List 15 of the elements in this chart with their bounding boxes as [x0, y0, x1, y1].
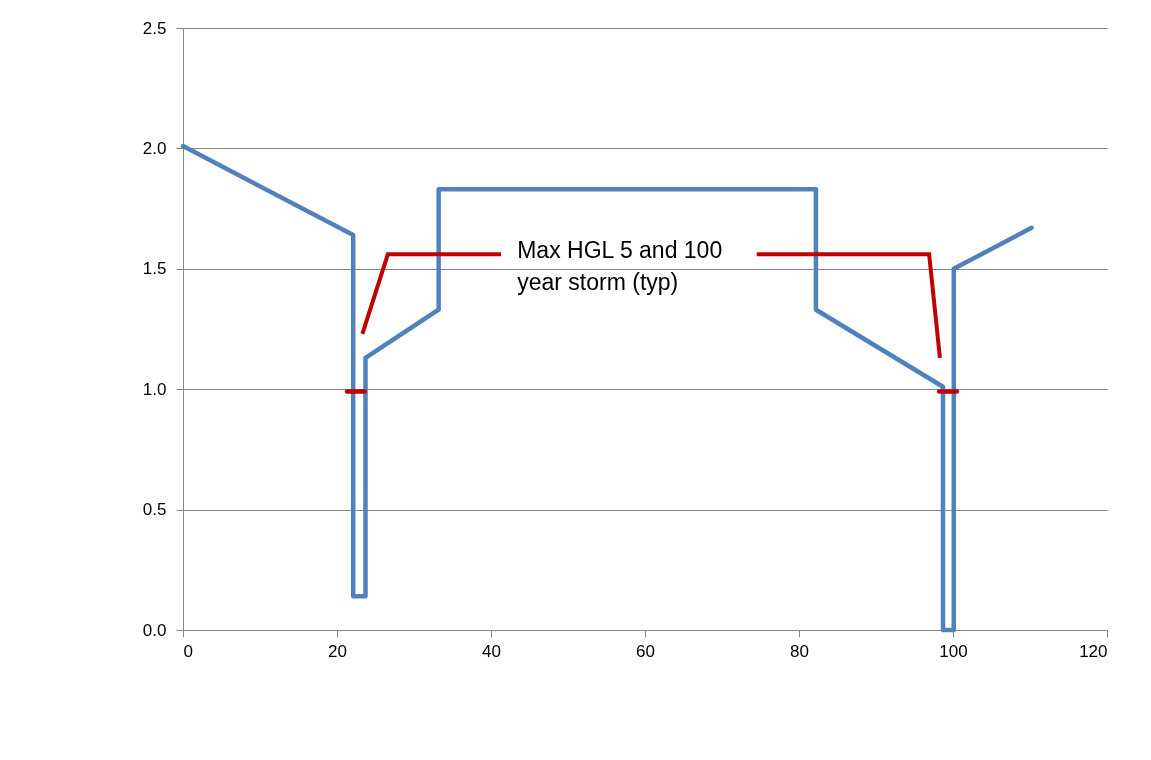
y-tick-label: 1.5	[142, 259, 167, 279]
x-tick-label: 100	[939, 641, 968, 661]
x-tick-label: 20	[328, 641, 347, 661]
y-tick-label: 0.0	[142, 620, 167, 640]
y-tick-label: 1.0	[142, 379, 167, 399]
x-tick-label: 0	[183, 641, 193, 661]
line-series	[180, 143, 1034, 633]
y-tick-label: 2.0	[142, 138, 167, 158]
x-tick-label: 80	[790, 641, 809, 661]
annotation: Max HGL 5 and 100 year storm (typ)	[517, 237, 723, 296]
x-tick-label: 40	[482, 641, 501, 661]
y-tick-label: 2.5	[142, 18, 167, 38]
x-tick-label: 120	[1079, 641, 1108, 661]
x-tick-label: 60	[636, 641, 655, 661]
y-tick-label: 0.5	[142, 500, 167, 520]
